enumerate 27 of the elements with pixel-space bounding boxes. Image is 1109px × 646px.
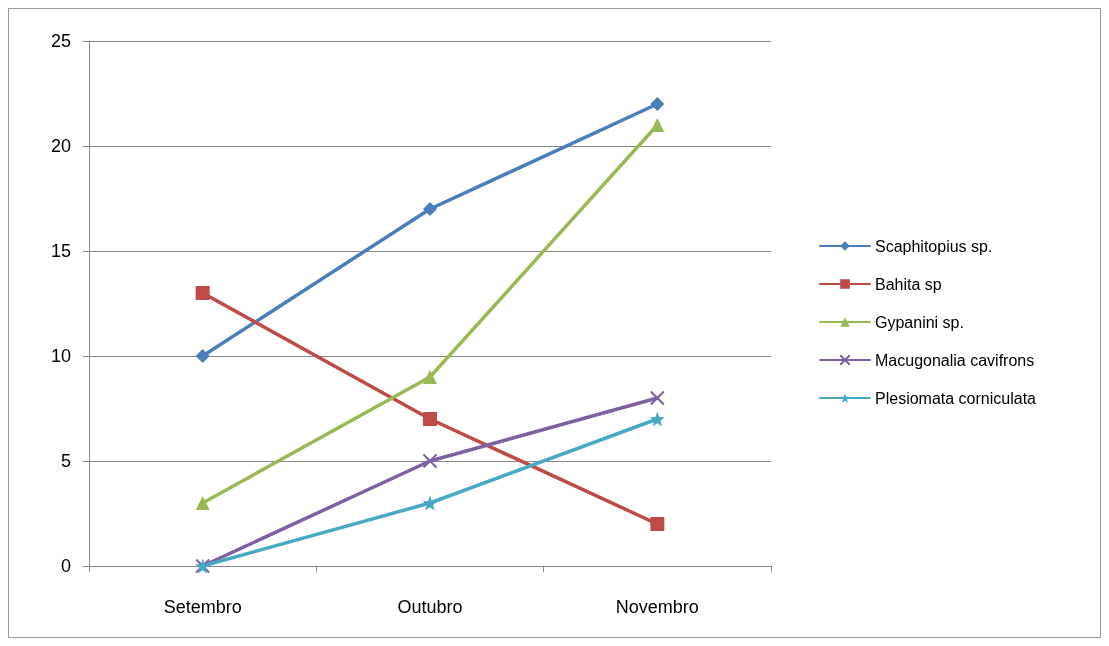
point bbox=[649, 411, 665, 427]
x-tick-label: Novembro bbox=[615, 597, 699, 617]
x-tick-label: Setembro bbox=[163, 597, 242, 617]
point bbox=[650, 118, 665, 132]
point bbox=[423, 370, 437, 384]
y-tick-label: 0 bbox=[60, 556, 71, 576]
x-tick-label: Outubro bbox=[397, 597, 463, 617]
point bbox=[195, 286, 210, 300]
point bbox=[650, 97, 665, 111]
y-tick-label: 10 bbox=[50, 346, 71, 366]
point bbox=[422, 453, 438, 469]
legend-label: Bahita sp bbox=[875, 275, 942, 293]
point bbox=[422, 495, 438, 511]
point bbox=[650, 517, 665, 531]
y-tick-label: 20 bbox=[50, 136, 71, 156]
point bbox=[423, 412, 437, 426]
legend-label: Gypanini sp. bbox=[875, 313, 964, 331]
legend-label: Plesiomata corniculata bbox=[875, 389, 1037, 407]
legend-label: Macugonalia cavifrons bbox=[875, 351, 1035, 369]
point bbox=[649, 390, 665, 406]
y-tick-label: 15 bbox=[50, 241, 71, 261]
y-tick-label: 25 bbox=[50, 31, 71, 51]
point bbox=[423, 202, 437, 216]
y-tick-label: 5 bbox=[60, 451, 71, 471]
point bbox=[195, 349, 210, 363]
point bbox=[195, 496, 210, 510]
legend-label: Scaphitopius sp. bbox=[875, 237, 993, 255]
